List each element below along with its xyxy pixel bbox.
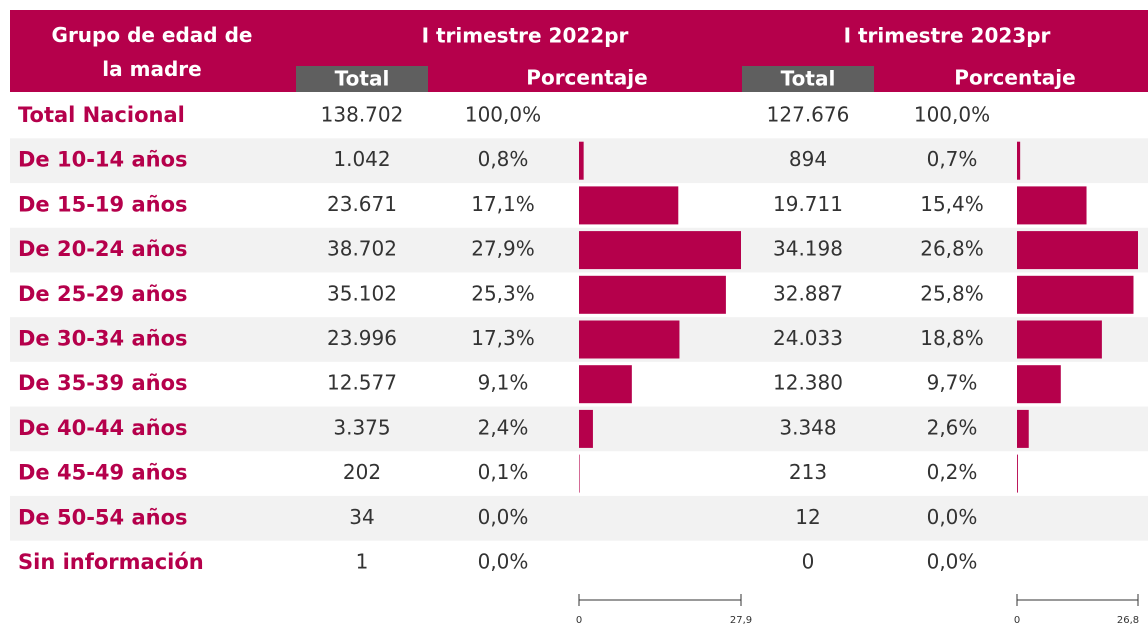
row-label: Sin información <box>18 550 204 574</box>
cell: 17,3% <box>471 326 535 350</box>
col-header: Total <box>781 67 836 91</box>
cell: 9,7% <box>927 371 978 395</box>
bar <box>579 365 632 404</box>
bar <box>579 320 680 359</box>
cell: 2,4% <box>478 415 529 439</box>
cell: 27,9% <box>471 237 535 261</box>
bar <box>579 231 741 270</box>
cell: 213 <box>789 460 827 484</box>
cell: 32.887 <box>773 281 843 305</box>
tick-label: 27,9 <box>730 615 752 626</box>
header-band <box>10 10 1148 92</box>
cell: 19.711 <box>773 192 843 216</box>
bar <box>579 141 584 180</box>
cell: 2,6% <box>927 415 978 439</box>
bar <box>1017 186 1087 225</box>
cell: 12.380 <box>773 371 843 395</box>
col-header: Porcentaje <box>526 66 647 90</box>
cell: 23.996 <box>327 326 397 350</box>
cell: 17,1% <box>471 192 535 216</box>
col-header: Total <box>335 67 390 91</box>
row-label: De 10-14 años <box>18 148 188 172</box>
cell: 0,1% <box>478 460 529 484</box>
row-label: De 50-54 años <box>18 505 188 529</box>
cell: 9,1% <box>478 371 529 395</box>
cell: 24.033 <box>773 326 843 350</box>
cell: 1 <box>356 550 369 574</box>
cell: 0,0% <box>478 550 529 574</box>
cell: 12.577 <box>327 371 397 395</box>
cell: 0,2% <box>927 460 978 484</box>
tick-label: 26,8 <box>1117 615 1139 626</box>
row-label: De 25-29 años <box>18 282 188 306</box>
cell: 202 <box>343 460 381 484</box>
bar <box>579 275 726 314</box>
cell: 38.702 <box>327 237 397 261</box>
row-label: De 40-44 años <box>18 416 188 440</box>
bar <box>1017 275 1134 314</box>
cell: 0 <box>802 550 815 574</box>
cell: 12 <box>795 505 820 529</box>
cell: 0,0% <box>927 505 978 529</box>
bar <box>579 409 593 448</box>
row-label: De 45-49 años <box>18 461 188 485</box>
bar <box>1017 454 1018 493</box>
cell: 26,8% <box>920 237 984 261</box>
bar <box>579 186 679 225</box>
cell: 3.375 <box>333 415 390 439</box>
bar <box>1017 365 1061 404</box>
subheader-box <box>296 66 428 92</box>
cell: 34.198 <box>773 237 843 261</box>
cell: 18,8% <box>920 326 984 350</box>
cell: 34 <box>349 505 374 529</box>
row-label: Total Nacional <box>18 103 185 127</box>
bar <box>1017 141 1021 180</box>
col-header: Porcentaje <box>954 66 1075 90</box>
period-title: I trimestre 2022pr <box>422 24 629 48</box>
cell: 127.676 <box>767 103 850 127</box>
bar <box>1017 231 1138 270</box>
cell: 0,8% <box>478 147 529 171</box>
cell: 1.042 <box>333 147 390 171</box>
bar <box>1017 320 1102 359</box>
subheader-box <box>742 66 874 92</box>
cell: 0,7% <box>927 147 978 171</box>
cell: 3.348 <box>779 415 836 439</box>
cell: 100,0% <box>914 103 990 127</box>
bar <box>579 454 580 493</box>
cell: 23.671 <box>327 192 397 216</box>
bar <box>1017 409 1029 448</box>
cell: 894 <box>789 147 827 171</box>
row-label: De 35-39 años <box>18 371 188 395</box>
cell: 25,8% <box>920 281 984 305</box>
group-header: Grupo de edad de la madre <box>52 23 253 81</box>
row-label: De 30-34 años <box>18 327 188 351</box>
cell: 0,0% <box>478 505 529 529</box>
row-band <box>10 495 1148 541</box>
period-title: I trimestre 2023pr <box>844 24 1051 48</box>
cell: 25,3% <box>471 281 535 305</box>
row-label: De 20-24 años <box>18 237 188 261</box>
tick-label: 0 <box>1014 615 1020 626</box>
tick-label: 0 <box>576 615 582 626</box>
cell: 15,4% <box>920 192 984 216</box>
cell: 138.702 <box>321 103 404 127</box>
row-label: De 15-19 años <box>18 192 188 216</box>
cell: 100,0% <box>465 103 541 127</box>
cell: 0,0% <box>927 550 978 574</box>
cell: 35.102 <box>327 281 397 305</box>
